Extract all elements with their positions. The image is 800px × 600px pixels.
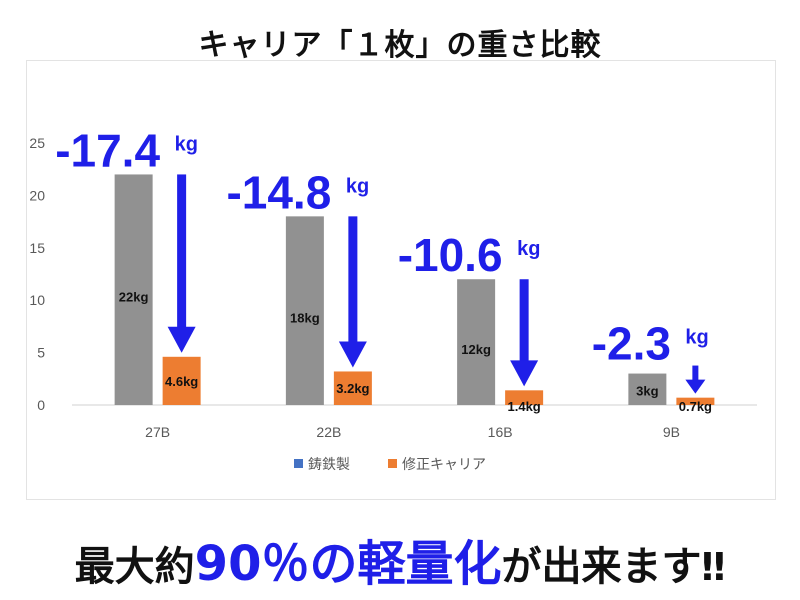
footer-suffix: が出来ます <box>501 544 702 590</box>
reduction-arrow-head <box>685 379 706 394</box>
legend-label-cast-iron: 鋳鉄製 <box>308 456 350 473</box>
reduction-annotation-unit: kg <box>517 238 540 260</box>
legend-swatch-cast-iron <box>294 459 303 468</box>
footer-message: 最大約90％の軽量化が出来ます‼ <box>0 524 800 594</box>
data-label-modified-carrier: 1.4kg <box>508 399 541 414</box>
reduction-arrow-head <box>167 326 196 353</box>
x-tick-label: 27B <box>145 424 170 440</box>
data-label-modified-carrier: 4.6kg <box>165 374 198 389</box>
bar-modified-carrier <box>676 397 715 405</box>
reduction-annotation-unit: kg <box>175 133 198 155</box>
x-tick-label: 22B <box>316 424 341 440</box>
bar-modified-carrier <box>162 356 201 405</box>
reduction-arrow-shaft <box>177 174 187 329</box>
bar-cast-iron <box>628 373 667 405</box>
reduction-annotation: -14.8 <box>226 166 331 218</box>
footer-highlight: 90％の軽量化 <box>194 536 502 592</box>
bar-modified-carrier <box>505 390 544 405</box>
chart-title: キャリア「１枚」の重さ比較 <box>198 28 602 63</box>
reduction-arrow-shaft <box>692 365 699 382</box>
reduction-annotation: -10.6 <box>398 229 503 281</box>
y-tick-label: 0 <box>37 397 45 413</box>
reduction-arrow-shaft <box>519 279 529 363</box>
x-tick-label: 9B <box>663 424 680 440</box>
reduction-arrow-head <box>338 341 367 368</box>
reduction-annotation: -17.4 <box>55 124 160 176</box>
reduction-arrow-head <box>510 360 539 387</box>
legend-swatch-modified-carrier <box>388 459 397 468</box>
y-tick-label: 20 <box>29 187 45 203</box>
data-label-modified-carrier: 0.7kg <box>679 399 712 414</box>
reduction-arrow-shaft <box>348 216 358 344</box>
data-label-modified-carrier: 3.2kg <box>336 381 369 396</box>
y-tick-label: 10 <box>29 292 45 308</box>
y-tick-label: 5 <box>37 345 45 361</box>
reduction-annotation-unit: kg <box>685 327 708 349</box>
data-label-cast-iron: 18kg <box>290 311 320 326</box>
data-label-cast-iron: 22kg <box>119 290 149 305</box>
x-tick-label: 16B <box>488 424 513 440</box>
y-tick-label: 25 <box>29 135 45 151</box>
bar-cast-iron <box>285 216 324 405</box>
bar-modified-carrier <box>333 371 372 405</box>
bar-cast-iron <box>457 279 496 405</box>
bar-chart: 0 5 10 15 20 25 22kg 4.6kg 27B -17.4 kg 18kg 3.2kg 22… <box>29 124 757 473</box>
data-label-cast-iron: 12kg <box>461 342 491 357</box>
footer-prefix: 最大約 <box>74 544 195 590</box>
bar-cast-iron <box>114 174 153 405</box>
reduction-annotation-unit: kg <box>346 175 369 197</box>
data-label-cast-iron: 3kg <box>636 383 658 398</box>
footer-exclaim: ‼ <box>701 545 726 589</box>
chart-area: 0 5 10 15 20 25 22kg 4.6kg 27B -17.4 kg 18kg 3.2kg 22… <box>26 60 776 500</box>
reduction-annotation: -2.3 <box>592 318 671 370</box>
y-tick-label: 15 <box>29 240 45 256</box>
legend-label-modified-carrier: 修正キャリア <box>402 457 486 473</box>
